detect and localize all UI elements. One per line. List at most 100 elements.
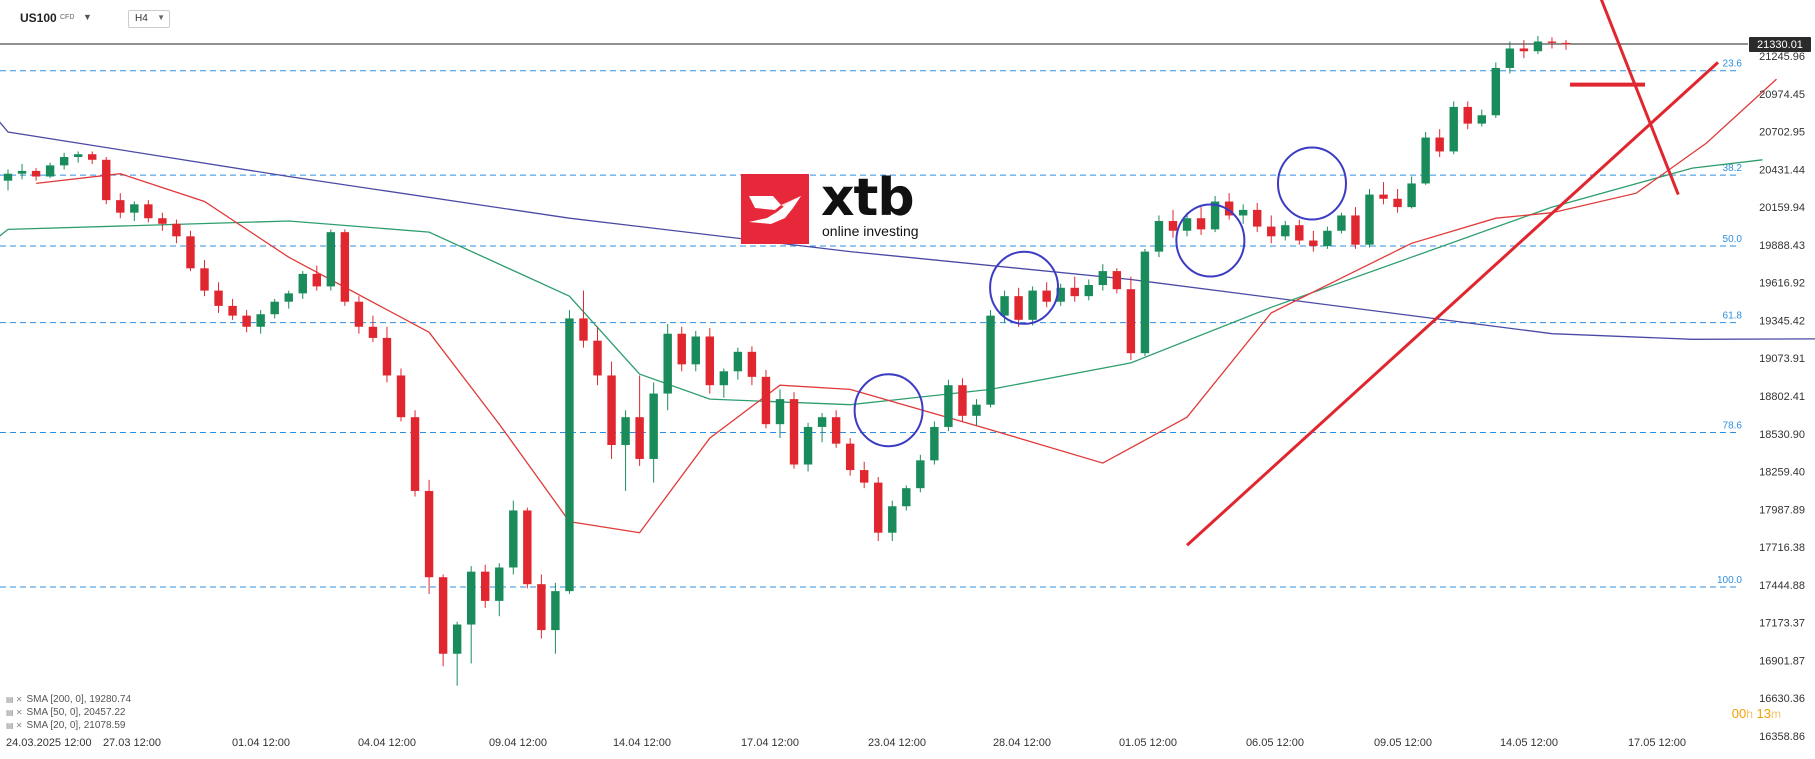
candle-body (930, 426, 939, 461)
legend-sma200[interactable]: ▤ ✕ SMA [200, 0], 19280.74 (6, 694, 132, 705)
candle-body (775, 399, 785, 425)
candle-body (1196, 218, 1206, 230)
candle-body (1042, 290, 1051, 302)
logo-tagline: online investing (822, 223, 919, 239)
fib-level-label: 61.8 (1723, 311, 1743, 322)
candle-body (902, 488, 911, 507)
time-axis-label: 28.04 12:00 (993, 737, 1051, 749)
candle-body (1505, 48, 1515, 68)
indicator-legend: ▤ ✕ SMA [200, 0], 19280.74 ▤ ✕ SMA [50, 0]… (6, 693, 131, 732)
highlight-circle (989, 250, 1060, 325)
candle-body (916, 460, 925, 489)
candle-body (663, 333, 672, 394)
candle-body (523, 510, 532, 585)
timeframe-value: H4 (135, 13, 148, 24)
candle-body (789, 399, 799, 465)
fib-level-label: 23.6 (1723, 59, 1743, 70)
indicator-settings-icon[interactable]: ▤ ✕ (6, 708, 23, 717)
candle-body (944, 385, 953, 427)
candle-body (1393, 198, 1402, 208)
candle-body (3, 173, 13, 181)
candle-body (1449, 106, 1458, 152)
indicator-settings-icon[interactable]: ▤ ✕ (6, 721, 23, 730)
candle-body (410, 417, 420, 491)
candle-body (705, 336, 715, 386)
legend-sma50[interactable]: ▤ ✕ SMA [50, 0], 20457.22 (6, 707, 126, 718)
candle-body (1435, 137, 1444, 152)
candle-body (817, 417, 827, 427)
time-axis-label: 09.05 12:00 (1374, 737, 1432, 749)
candle-body (958, 385, 967, 416)
time-axis-label: 27.03 12:00 (103, 737, 161, 749)
candle-body (621, 417, 630, 446)
candle-body (1365, 194, 1374, 245)
candle-body (1140, 251, 1150, 354)
candle-body (1561, 42, 1571, 45)
price-axis-label: 16630.36 (1759, 693, 1805, 705)
price-axis-label: 20159.94 (1759, 202, 1805, 214)
price-axis-label: 19888.43 (1759, 240, 1805, 252)
candle-body (242, 315, 251, 327)
candle-body (59, 157, 69, 166)
candle-body (649, 393, 658, 459)
candle-body (719, 371, 729, 386)
candle-body (1028, 290, 1037, 320)
candle-body (312, 273, 322, 287)
lower-trend-line (1186, 61, 1720, 547)
candle-body (1084, 285, 1093, 297)
price-axis-label: 20431.44 (1759, 164, 1805, 176)
time-axis-label: 04.04 12:00 (358, 737, 416, 749)
price-axis-label: 17173.37 (1759, 618, 1805, 630)
candle-body (452, 624, 462, 654)
candle-body (761, 376, 771, 425)
sma50-line (0, 159, 1763, 406)
legend-sma20[interactable]: ▤ ✕ SMA [20, 0], 21078.59 (6, 720, 126, 731)
candle-body (733, 351, 743, 372)
candle-body (551, 591, 560, 631)
symbol-label[interactable]: US100 (20, 11, 57, 25)
candle-body (972, 404, 981, 416)
candle-body (214, 290, 223, 306)
candle-body (888, 506, 897, 533)
time-axis-label: 14.05 12:00 (1500, 737, 1558, 749)
candle-body (1056, 287, 1065, 302)
timeframe-select[interactable]: H4 ▼ (128, 10, 170, 28)
candle-body (691, 336, 700, 365)
candle-body (172, 223, 181, 237)
candle-body (1337, 215, 1346, 231)
candle-body (845, 443, 855, 471)
highlight-circle (1175, 203, 1246, 278)
candle-body (284, 293, 293, 302)
candle-body (1238, 209, 1248, 216)
candle-body (1295, 225, 1304, 241)
candle-body (1267, 226, 1276, 237)
candle-body (466, 571, 476, 625)
candle-body (803, 426, 813, 465)
logo-mark (741, 174, 809, 244)
chart-toolbar: US100 CFD ▼ H4 ▼ (0, 0, 1815, 36)
candle-body (228, 305, 237, 316)
candle-body (424, 490, 434, 578)
time-axis-label: 17.04 12:00 (741, 737, 799, 749)
candle-body (537, 584, 546, 631)
candle-body (859, 470, 869, 483)
price-axis-label: 20702.95 (1759, 127, 1805, 139)
current-price-badge (1749, 37, 1811, 52)
candle-body (144, 204, 153, 219)
price-axis-label: 19345.42 (1759, 315, 1805, 327)
candle-body (88, 154, 97, 160)
xtb-logo: xtb online investing (741, 168, 957, 244)
candle-body (986, 315, 995, 405)
candle-body (326, 232, 336, 287)
candle-body (1463, 106, 1472, 124)
candle-body (1182, 218, 1192, 231)
candle-body (17, 170, 27, 174)
candle-body (747, 351, 757, 377)
candle-countdown: 00h 13m (1731, 706, 1781, 721)
time-axis-label: 23.04 12:00 (868, 737, 926, 749)
indicator-settings-icon[interactable]: ▤ ✕ (6, 695, 23, 704)
candle-body (509, 510, 518, 568)
candle-body (1407, 183, 1416, 208)
symbol-dropdown-icon[interactable]: ▼ (83, 12, 92, 22)
